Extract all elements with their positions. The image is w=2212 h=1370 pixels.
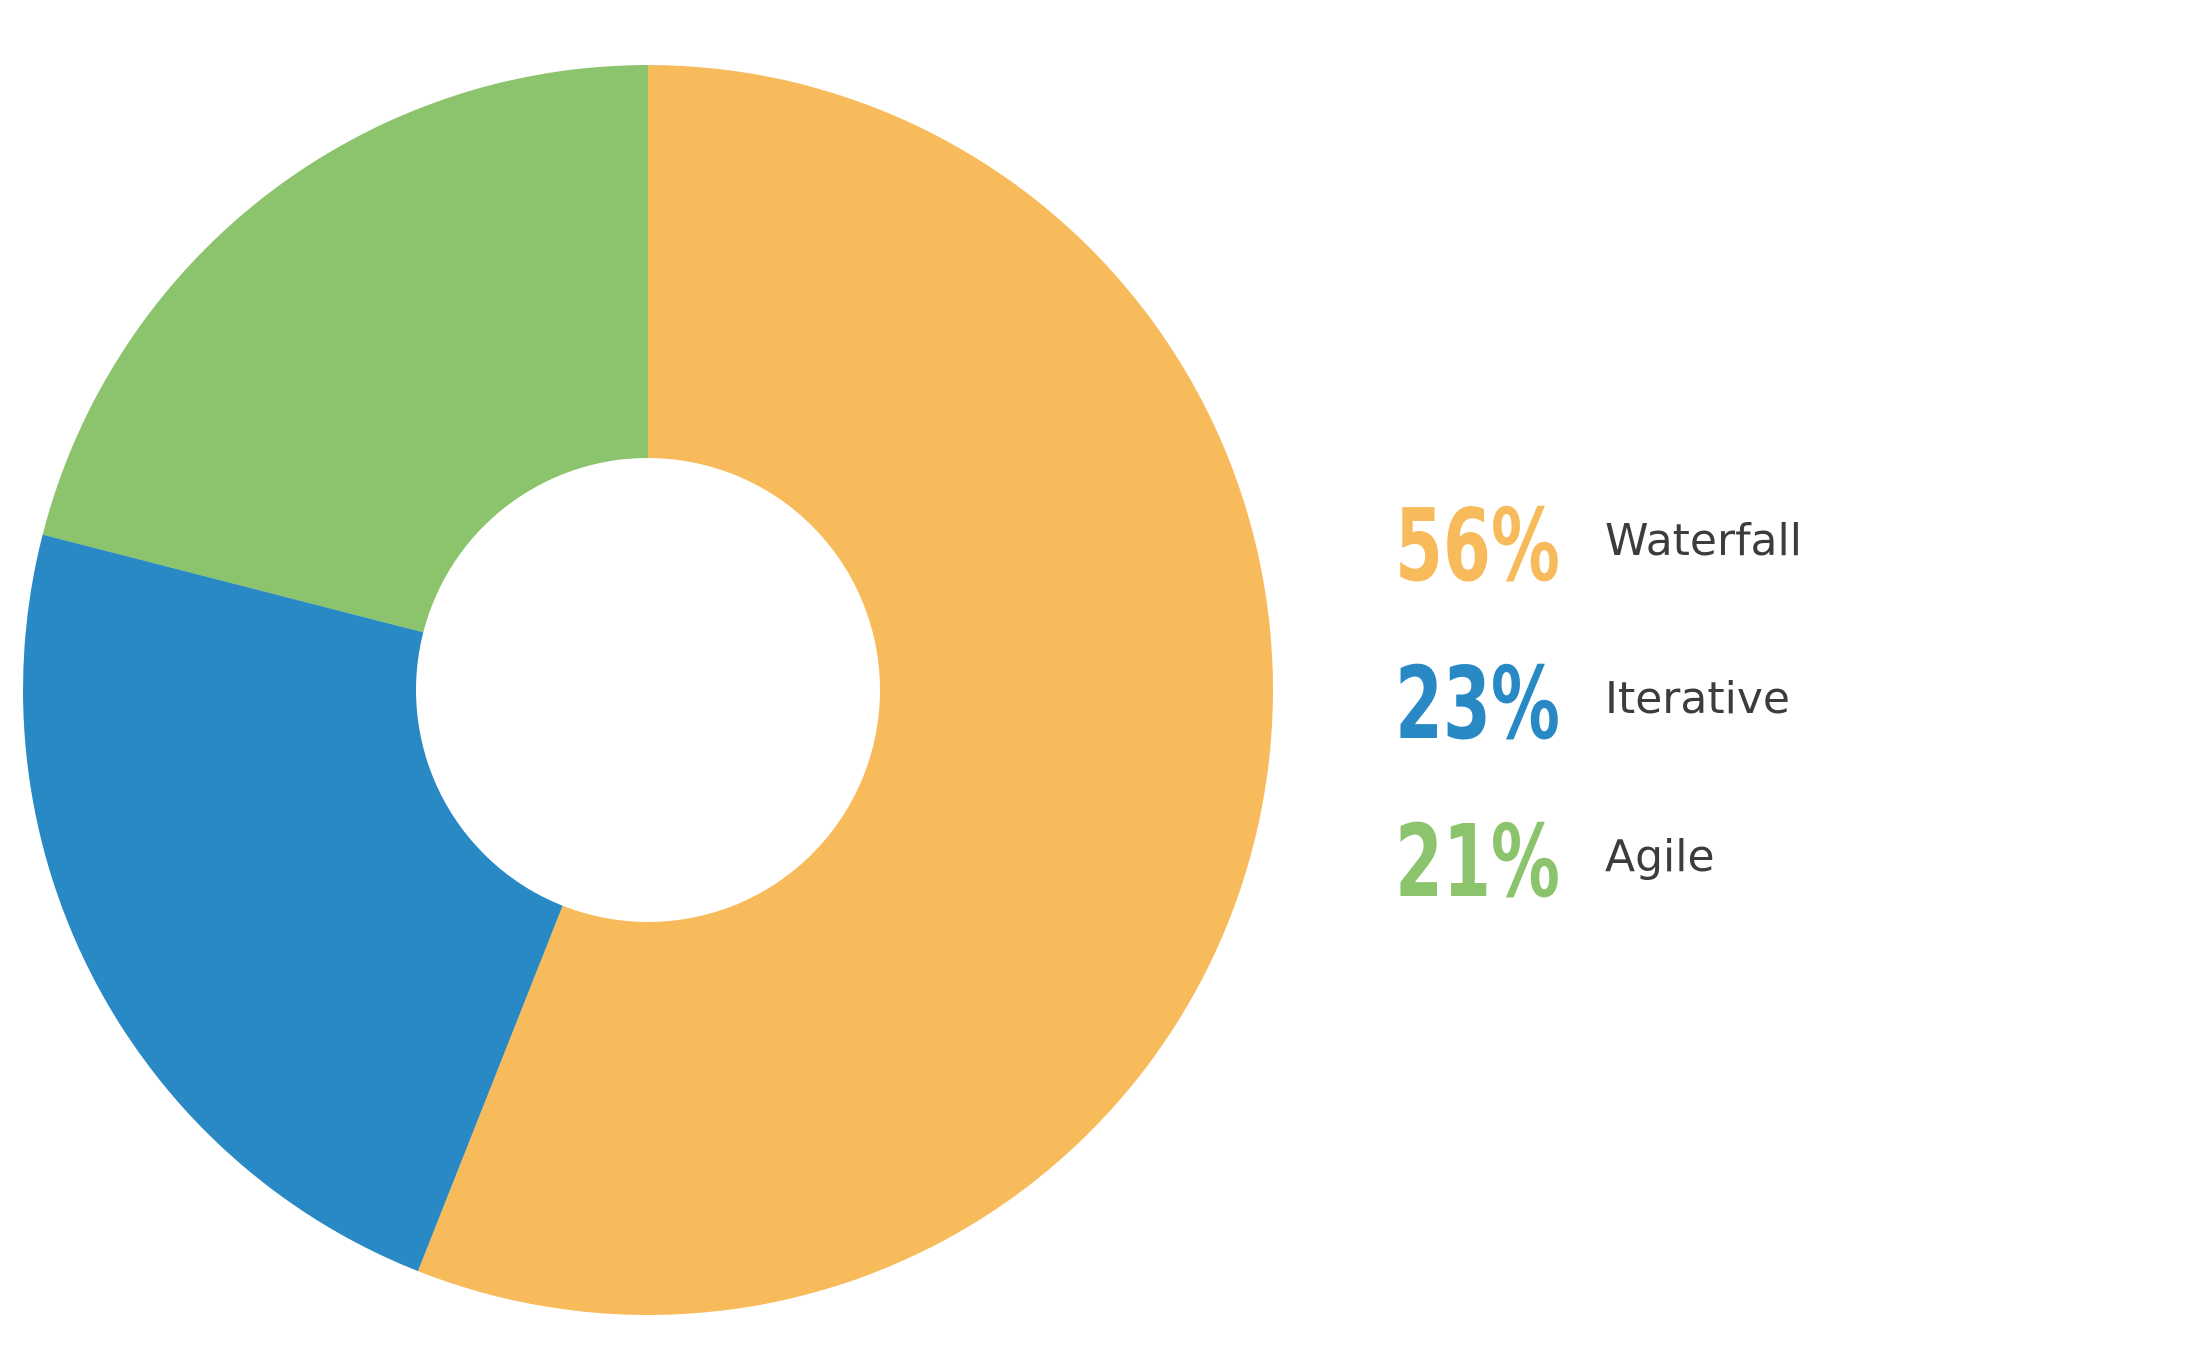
legend-value-waterfall: 56% xyxy=(1395,487,1560,604)
slice-agile xyxy=(42,65,649,633)
legend: 56% Waterfall 23% Iterative 21% Agile xyxy=(1395,487,1802,920)
legend-entry-waterfall: 56% Waterfall xyxy=(1395,487,1802,604)
slice-iterative xyxy=(23,534,563,1272)
legend-value-iterative: 23% xyxy=(1395,645,1560,762)
legend-label-waterfall: Waterfall xyxy=(1605,515,1802,566)
legend-label-agile: Agile xyxy=(1605,831,1715,882)
legend-label-iterative: Iterative xyxy=(1605,673,1790,724)
legend-entry-iterative: 23% Iterative xyxy=(1395,645,1790,762)
slice-waterfall xyxy=(417,65,1273,1315)
legend-entry-agile: 21% Agile xyxy=(1395,803,1715,920)
donut-slices xyxy=(23,65,1273,1315)
legend-value-agile: 21% xyxy=(1395,803,1560,920)
